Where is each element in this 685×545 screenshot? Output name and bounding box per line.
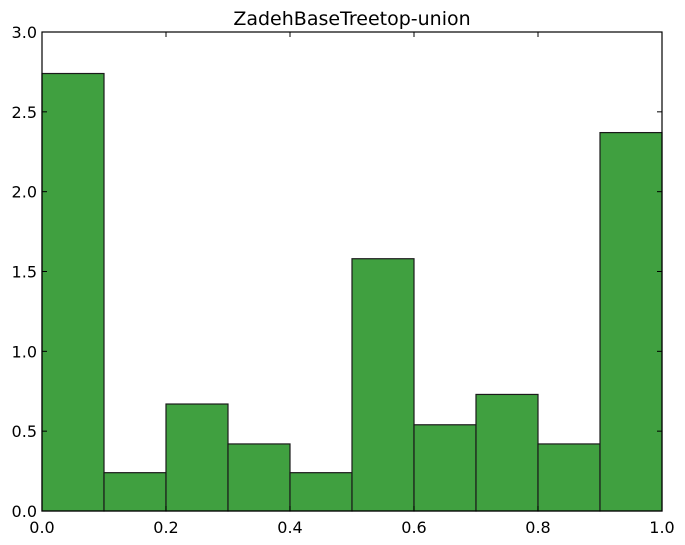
histogram-bar bbox=[227, 443, 291, 512]
histogram-bar bbox=[165, 403, 229, 512]
histogram-bar bbox=[289, 472, 353, 512]
histogram-bar bbox=[475, 393, 539, 512]
y-tick-label: 0.5 bbox=[12, 422, 37, 441]
x-axis: 0.0 0.2 0.4 0.6 0.8 1.0 bbox=[29, 32, 675, 537]
y-tick-label: 3.0 bbox=[12, 23, 37, 42]
histogram-bar bbox=[351, 258, 415, 512]
y-tick-label: 0.0 bbox=[12, 502, 37, 521]
histogram-bar bbox=[413, 424, 477, 512]
histogram-bar bbox=[103, 472, 167, 512]
x-tick-label: 0.2 bbox=[153, 518, 178, 537]
y-tick-label: 2.0 bbox=[12, 183, 37, 202]
y-tick-label: 2.5 bbox=[12, 103, 37, 122]
histogram-bar bbox=[41, 72, 105, 512]
histogram-bar bbox=[599, 131, 663, 512]
y-tick-label: 1.5 bbox=[12, 263, 37, 282]
x-tick-label: 0.0 bbox=[29, 518, 54, 537]
bars-group bbox=[41, 72, 663, 512]
x-tick-label: 0.4 bbox=[277, 518, 302, 537]
histogram-bar bbox=[537, 443, 601, 512]
y-axis: 0.0 0.5 1.0 1.5 2.0 2.5 3.0 bbox=[12, 23, 662, 521]
y-tick-label: 1.0 bbox=[12, 342, 37, 361]
chart-title: ZadehBaseTreetop-union bbox=[233, 8, 470, 30]
x-tick-label: 1.0 bbox=[649, 518, 674, 537]
x-tick-label: 0.6 bbox=[401, 518, 426, 537]
x-tick-label: 0.8 bbox=[525, 518, 550, 537]
